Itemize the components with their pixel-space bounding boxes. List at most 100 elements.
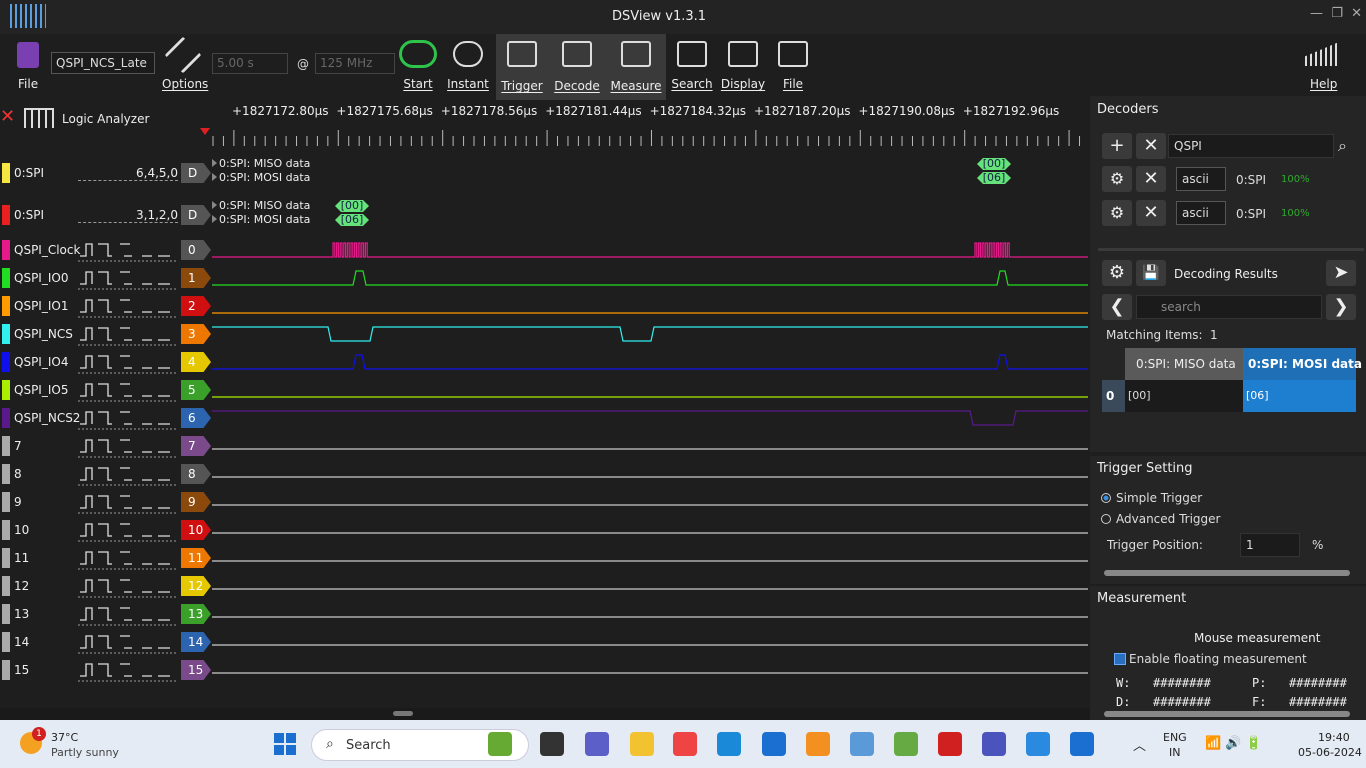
start-icon[interactable] <box>399 40 437 68</box>
duration-select[interactable]: 5.00 s <box>212 53 288 74</box>
results-save[interactable]: 💾 <box>1136 260 1166 286</box>
channel-index[interactable]: 8 <box>181 464 211 484</box>
channel-index[interactable]: 1 <box>181 268 211 288</box>
taskbar-app[interactable] <box>850 732 874 756</box>
remove-decoder[interactable]: ✕ <box>1136 133 1166 159</box>
floating-label[interactable]: Enable floating measurement <box>1129 652 1307 666</box>
channel-name[interactable]: QSPI_Clock <box>14 243 81 257</box>
taskbar-app[interactable] <box>488 732 512 756</box>
table-header[interactable]: 0:SPI: MOSI data <box>1243 348 1362 380</box>
options-icon[interactable] <box>164 36 202 74</box>
position-input[interactable]: 1 <box>1240 533 1300 557</box>
help-label[interactable]: Help <box>1310 77 1338 91</box>
toolbar-label[interactable]: Measure <box>610 79 662 93</box>
toolbar-icon[interactable] <box>778 41 808 67</box>
channel-name[interactable]: QSPI_IO4 <box>14 355 69 369</box>
channel-index[interactable]: 3 <box>181 324 211 344</box>
toolbar-label[interactable]: Trigger <box>501 79 543 93</box>
results-settings[interactable]: ⚙ <box>1102 260 1132 286</box>
tray-icons[interactable]: 📶 🔊 🔋 <box>1205 736 1262 751</box>
channel-name[interactable]: 15 <box>14 663 30 677</box>
channel-name[interactable]: QSPI_IO0 <box>14 271 69 285</box>
taskbar-app[interactable] <box>762 732 786 756</box>
taskbar-app[interactable] <box>630 732 654 756</box>
channel-index[interactable]: 2 <box>181 296 211 316</box>
checkbox[interactable] <box>1114 653 1126 665</box>
decoder-settings[interactable]: ⚙ <box>1102 200 1132 226</box>
toolbar-icon[interactable] <box>507 41 537 67</box>
channel-index[interactable]: 7 <box>181 436 211 456</box>
decoder-filter[interactable]: QSPI <box>1168 134 1334 158</box>
clock-time[interactable]: 19:40 <box>1318 731 1350 744</box>
taskbar-app[interactable] <box>540 732 564 756</box>
channel-name[interactable]: 13 <box>14 607 30 621</box>
h-scrollbar[interactable] <box>0 708 1090 720</box>
taskbar-app[interactable] <box>1026 732 1050 756</box>
taskbar-app[interactable] <box>806 732 830 756</box>
weather-text[interactable]: Partly sunny <box>51 746 119 759</box>
clock-date[interactable]: 05-06-2024 <box>1298 746 1362 759</box>
decoder-badge[interactable]: D <box>181 205 211 225</box>
channel-index[interactable]: 5 <box>181 380 211 400</box>
taskbar-app[interactable] <box>673 732 697 756</box>
taskbar-app[interactable] <box>894 732 918 756</box>
channel-index[interactable]: 15 <box>181 660 211 680</box>
scrollbar[interactable] <box>1104 570 1350 576</box>
result-search[interactable]: search <box>1136 295 1322 319</box>
channel-name[interactable]: QSPI_IO5 <box>14 383 69 397</box>
table-cell[interactable]: [06] <box>1243 380 1356 412</box>
trigger-option[interactable]: Advanced Trigger <box>1116 512 1221 526</box>
toolbar-label[interactable]: File <box>782 77 804 91</box>
temperature[interactable]: 37°C <box>51 731 79 744</box>
scrollbar[interactable] <box>1104 711 1350 717</box>
taskbar-app[interactable] <box>1070 732 1094 756</box>
radio[interactable] <box>1101 514 1111 524</box>
channel-name[interactable]: 7 <box>14 439 22 453</box>
language[interactable]: ENG <box>1163 731 1187 744</box>
help-icon[interactable] <box>1305 42 1339 66</box>
channel-index[interactable]: 13 <box>181 604 211 624</box>
session-select[interactable]: QSPI_NCS_Late <box>51 52 155 74</box>
close-mode[interactable]: ✕ <box>0 106 16 127</box>
decoder-remove[interactable]: ✕ <box>1136 200 1166 226</box>
format-select[interactable]: ascii <box>1176 167 1226 191</box>
decoder-remove[interactable]: ✕ <box>1136 166 1166 192</box>
taskbar-app[interactable] <box>982 732 1006 756</box>
channel-index[interactable]: 10 <box>181 520 211 540</box>
channel-name[interactable]: 14 <box>14 635 30 649</box>
channel-index[interactable]: 0 <box>181 240 211 260</box>
prev-result[interactable]: ❮ <box>1102 294 1132 320</box>
channel-name[interactable]: 10 <box>14 523 30 537</box>
toolbar-icon[interactable] <box>453 41 483 67</box>
search-icon[interactable]: ⌕ <box>1338 136 1347 155</box>
file-icon[interactable] <box>17 42 39 68</box>
tray-chevron[interactable]: ︿ <box>1133 739 1147 754</box>
decoder-badge[interactable]: D <box>181 163 211 183</box>
table-cell[interactable]: [00] <box>1125 380 1243 412</box>
channel-index[interactable]: 9 <box>181 492 211 512</box>
region[interactable]: IN <box>1169 746 1181 759</box>
start-button[interactable] <box>274 733 296 755</box>
taskbar-app[interactable] <box>938 732 962 756</box>
toolbar-icon[interactable] <box>677 41 707 67</box>
toolbar-icon[interactable] <box>621 41 651 67</box>
toolbar-label[interactable]: Display <box>720 77 766 91</box>
window-controls[interactable]: — ❐ ✕ <box>1310 6 1363 21</box>
trigger-option[interactable]: Simple Trigger <box>1116 491 1203 505</box>
channel-name[interactable]: QSPI_IO1 <box>14 299 69 313</box>
channel-name[interactable]: 8 <box>14 467 22 481</box>
format-select[interactable]: ascii <box>1176 201 1226 225</box>
channel-name[interactable]: 12 <box>14 579 30 593</box>
rate-select[interactable]: 125 MHz <box>315 53 395 74</box>
channel-name[interactable]: 9 <box>14 495 22 509</box>
taskbar-app[interactable] <box>585 732 609 756</box>
file-label[interactable]: File <box>18 77 39 91</box>
toolbar-label[interactable]: Start <box>403 77 433 91</box>
results-goto[interactable]: ➤ <box>1326 260 1356 286</box>
channel-index[interactable]: 4 <box>181 352 211 372</box>
channel-index[interactable]: 14 <box>181 632 211 652</box>
toolbar-label[interactable]: Decode <box>554 79 600 93</box>
toolbar-icon[interactable] <box>562 41 592 67</box>
radio[interactable] <box>1101 493 1111 503</box>
toolbar-icon[interactable] <box>728 41 758 67</box>
